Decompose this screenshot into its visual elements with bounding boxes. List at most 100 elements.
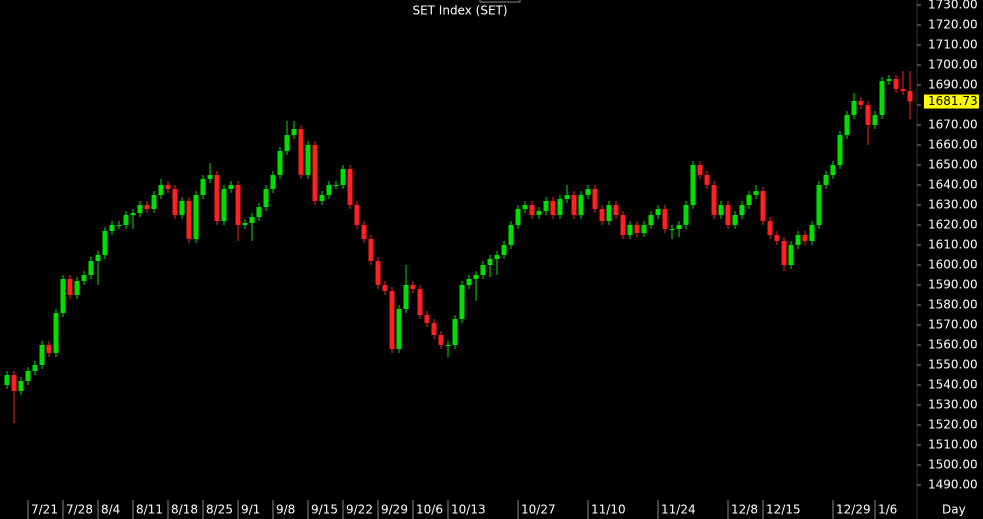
candle-body: [39, 345, 45, 365]
x-tick-label: 8/4: [101, 503, 120, 517]
candle-body: [305, 145, 311, 175]
y-tick-label: 1500.00: [928, 458, 978, 472]
candle-body: [361, 225, 367, 239]
candle-body: [431, 323, 437, 335]
x-tick-label: 12/8: [731, 503, 758, 517]
candle-body: [543, 201, 549, 211]
candle-body: [424, 315, 430, 323]
candle-body: [116, 225, 122, 226]
candle-body: [137, 205, 143, 213]
candle-body: [571, 195, 577, 215]
candle-body: [627, 225, 633, 235]
x-tick-label: 9/1: [241, 503, 260, 517]
candle-body: [732, 215, 738, 225]
candle-body: [11, 375, 17, 391]
y-tick-label: 1570.00: [928, 318, 978, 332]
candle-body: [270, 175, 276, 189]
y-tick-label: 1610.00: [928, 238, 978, 252]
candle-body: [263, 189, 269, 207]
candle-body: [900, 89, 906, 91]
y-tick-label: 1550.00: [928, 358, 978, 372]
candle-body: [298, 129, 304, 175]
x-axis-label: Day: [942, 503, 966, 517]
candle-body: [725, 205, 731, 225]
candle-body: [529, 205, 535, 215]
y-tick-label: 1510.00: [928, 438, 978, 452]
y-tick-label: 1690.00: [928, 78, 978, 92]
candle-body: [508, 225, 514, 245]
candle-body: [753, 191, 759, 195]
y-tick-label: 1700.00: [928, 58, 978, 72]
x-tick-label: 11/24: [661, 503, 696, 517]
candle-body: [242, 223, 248, 225]
candle-body: [319, 195, 325, 201]
candle-body: [711, 185, 717, 215]
x-tick-label: 11/10: [591, 503, 626, 517]
candle-body: [795, 235, 801, 245]
candle-body: [340, 169, 346, 185]
candle-body: [781, 241, 787, 265]
candle-body: [676, 225, 682, 229]
candle-body: [683, 205, 689, 225]
candle-body: [235, 185, 241, 225]
candle-body: [214, 175, 220, 221]
candle-body: [767, 221, 773, 235]
candle-body: [326, 185, 332, 195]
candle-body: [599, 209, 605, 221]
candle-body: [830, 165, 836, 175]
last-price-label: 1681.73: [928, 94, 978, 108]
candle-body: [613, 205, 619, 215]
candle-body: [536, 211, 542, 215]
candle-body: [291, 129, 297, 135]
candle-body: [760, 191, 766, 221]
candle-body: [179, 201, 185, 215]
candle-body: [494, 255, 500, 259]
y-tick-label: 1490.00: [928, 478, 978, 492]
candle-body: [333, 185, 339, 186]
candle-body: [865, 105, 871, 125]
y-tick-label: 1600.00: [928, 258, 978, 272]
candle-body: [81, 275, 87, 281]
candle-body: [186, 201, 192, 239]
x-tick-label: 9/22: [346, 503, 373, 517]
candle-body: [417, 289, 423, 315]
candle-body: [872, 115, 878, 125]
candle-body: [249, 217, 255, 223]
candle-body: [718, 205, 724, 215]
candle-body: [879, 81, 885, 115]
candle-body: [60, 279, 66, 313]
y-tick-label: 1710.00: [928, 38, 978, 52]
candle-body: [515, 209, 521, 225]
x-tick-label: 8/18: [171, 503, 198, 517]
candle-body: [144, 205, 150, 209]
candle-body: [396, 309, 402, 349]
x-tick-label: 12/15: [766, 503, 801, 517]
candle-body: [697, 165, 703, 175]
candle-body: [788, 245, 794, 265]
candle-body: [522, 205, 528, 209]
candle-body: [284, 135, 290, 151]
candle-body: [893, 79, 899, 89]
candle-body: [67, 279, 73, 295]
x-tick-label: 9/29: [381, 503, 408, 517]
candle-body: [655, 209, 661, 215]
candle-body: [221, 189, 227, 221]
x-tick-label: 12/29: [836, 503, 871, 517]
candle-body: [480, 265, 486, 275]
y-tick-label: 1540.00: [928, 378, 978, 392]
candle-body: [592, 189, 598, 209]
candle-body: [151, 195, 157, 209]
candle-body: [88, 261, 94, 275]
candle-body: [473, 275, 479, 279]
candle-body: [382, 285, 388, 291]
candle-body: [564, 195, 570, 199]
y-tick-label: 1560.00: [928, 338, 978, 352]
candle-body: [438, 335, 444, 345]
x-tick-label: 9/15: [311, 503, 338, 517]
y-tick-label: 1590.00: [928, 278, 978, 292]
candle-body: [487, 259, 493, 265]
candle-body: [585, 189, 591, 195]
candle-body: [410, 285, 416, 289]
